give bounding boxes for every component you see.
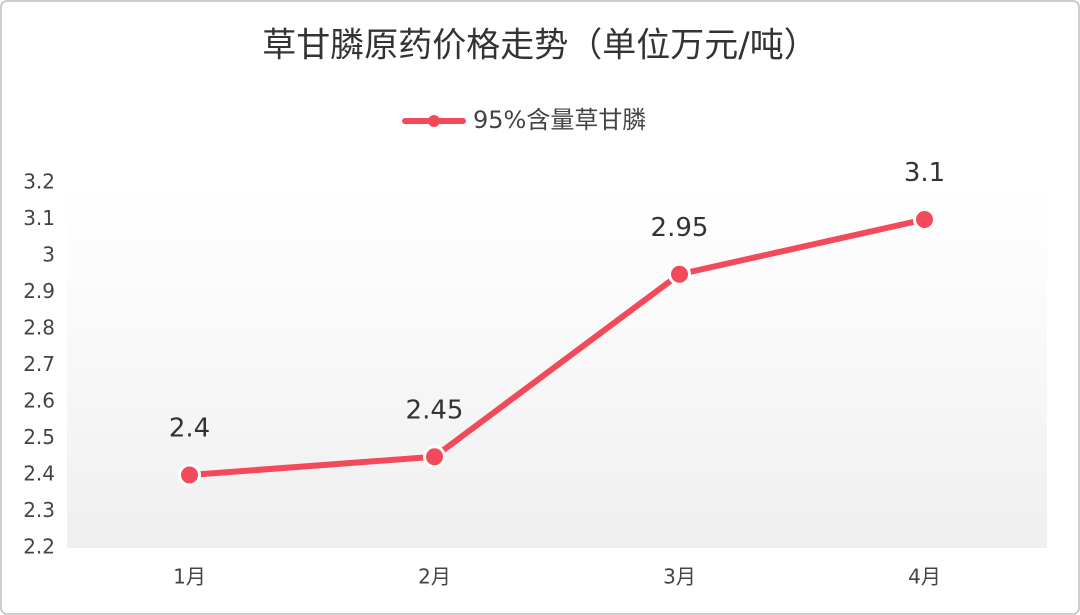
chart-title: 草甘膦原药价格走势（单位万元/吨） — [262, 26, 817, 66]
data-point — [178, 463, 201, 487]
data-label: 3.1 — [904, 158, 945, 188]
y-tick-label: 2.8 — [23, 316, 55, 340]
y-tick-label: 2.7 — [23, 352, 55, 376]
y-tick-label: 3.2 — [23, 170, 55, 194]
data-point — [668, 262, 691, 286]
y-tick-label: 2.9 — [23, 279, 55, 303]
data-label: 2.4 — [169, 414, 210, 444]
x-tick-label: 1月 — [173, 565, 206, 589]
y-tick-label: 3.1 — [23, 206, 55, 230]
y-tick-label: 2.6 — [23, 389, 55, 413]
data-label: 2.95 — [651, 213, 709, 243]
legend-label: 95%含量草甘膦 — [473, 106, 646, 134]
y-tick-label: 2.5 — [23, 425, 55, 449]
data-point — [913, 208, 936, 231]
x-tick-label: 3月 — [663, 565, 696, 589]
series-line — [189, 216, 926, 478]
y-tick-label: 2.4 — [23, 462, 55, 486]
x-tick-label: 2月 — [418, 565, 451, 589]
y-tick-label: 2.3 — [23, 498, 55, 522]
x-tick-label: 4月 — [908, 565, 941, 589]
legend-marker — [428, 115, 440, 127]
y-tick-label: 2.2 — [23, 535, 55, 559]
data-point — [423, 445, 446, 469]
y-tick-label: 3 — [42, 243, 55, 267]
data-label: 2.45 — [406, 395, 464, 425]
